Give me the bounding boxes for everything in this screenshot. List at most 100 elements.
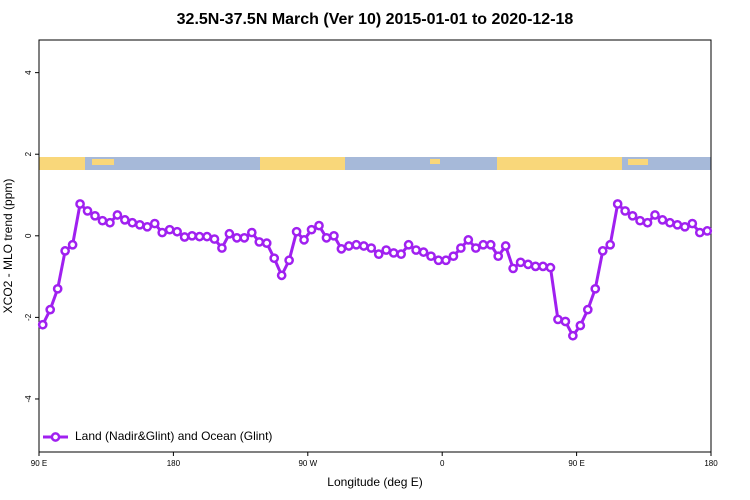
data-point — [194, 231, 205, 242]
data-point — [232, 232, 242, 243]
data-point — [650, 210, 660, 220]
data-point — [485, 239, 496, 250]
data-point — [321, 232, 332, 243]
data-point — [202, 231, 212, 242]
data-point — [149, 218, 160, 229]
data-point — [612, 199, 623, 209]
data-point — [239, 232, 250, 243]
data-point — [702, 226, 713, 236]
data-point — [582, 304, 593, 315]
data-point — [314, 220, 324, 231]
chart-title: 32.5N-37.5N March (Ver 10) 2015-01-01 to… — [177, 11, 574, 28]
legend: Land (Nadir&Glint) and Ocean (Glint) — [43, 429, 272, 443]
data-point — [120, 215, 130, 225]
data-point — [396, 249, 406, 260]
data-point — [620, 206, 630, 216]
data-point — [545, 262, 556, 273]
data-point — [597, 246, 608, 256]
data-point — [209, 234, 220, 244]
data-point — [82, 206, 93, 216]
data-point — [441, 255, 451, 266]
data-point — [164, 224, 175, 235]
data-point — [75, 199, 85, 209]
data-point — [672, 219, 683, 230]
x-tick-label: 90 E — [31, 459, 47, 468]
data-point — [493, 251, 504, 262]
data-point — [448, 251, 459, 262]
data-point — [530, 261, 541, 272]
data-point — [172, 226, 182, 237]
data-point — [187, 230, 197, 241]
data-point — [284, 255, 294, 266]
data-point — [329, 230, 339, 241]
data-point — [358, 241, 369, 251]
data-point — [418, 247, 429, 257]
data-point — [179, 232, 190, 242]
y-tick-label: -2 — [24, 313, 33, 321]
data-point — [291, 226, 302, 237]
data-point — [560, 316, 571, 327]
data-point — [269, 253, 280, 264]
data-point — [411, 245, 421, 255]
data-point — [97, 215, 108, 226]
data-point — [388, 248, 399, 258]
data-point — [635, 215, 645, 226]
data-point — [500, 241, 511, 251]
data-point — [515, 257, 526, 268]
data-point — [680, 221, 690, 232]
x-tick-label: 180 — [704, 459, 718, 468]
map-strip — [39, 157, 711, 170]
data-point — [254, 237, 265, 247]
data-point — [694, 227, 705, 238]
data-point — [605, 239, 616, 250]
data-point — [642, 217, 653, 228]
data-point — [306, 224, 317, 235]
x-tick-label: 180 — [167, 459, 181, 468]
data-point — [112, 210, 123, 220]
data-point — [142, 221, 153, 232]
data-point — [217, 243, 227, 253]
x-tick-label: 90 E — [568, 459, 584, 468]
data-point — [575, 320, 586, 331]
data-point — [568, 330, 578, 341]
data-point — [403, 239, 414, 250]
data-point — [665, 217, 675, 228]
data-point — [470, 243, 481, 253]
data-point — [463, 235, 474, 245]
data-point — [523, 259, 533, 270]
plot-frame — [38, 39, 712, 453]
data-point — [105, 217, 115, 228]
y-tick-label: -4 — [24, 395, 33, 403]
data-point — [351, 239, 362, 250]
data-point — [366, 243, 377, 253]
data-point — [336, 244, 347, 254]
data-point — [276, 270, 287, 281]
data-point — [157, 227, 168, 238]
data-point — [67, 239, 78, 250]
data-point — [60, 246, 70, 256]
data-point — [134, 219, 145, 230]
data-point — [246, 227, 257, 238]
x-tick-label: 0 — [440, 459, 445, 468]
legend-label: Land (Nadir&Glint) and Ocean (Glint) — [75, 429, 272, 443]
data-point — [426, 251, 436, 262]
data-point — [344, 241, 354, 251]
data-point — [538, 261, 548, 272]
y-tick-label: 2 — [24, 151, 33, 156]
data-point — [45, 304, 56, 315]
data-point — [433, 255, 444, 266]
data-point — [261, 238, 272, 248]
x-tick-label: 90 W — [298, 459, 317, 468]
data-point — [224, 228, 235, 239]
data-point — [52, 283, 63, 294]
y-tick-label: 0 — [24, 233, 33, 238]
data-point — [590, 283, 601, 294]
data-point — [127, 217, 138, 228]
y-axis-label: XCO2 - MLO trend (ppm) — [1, 179, 15, 314]
data-point — [478, 239, 489, 250]
data-point — [373, 249, 384, 260]
data-point — [687, 218, 698, 229]
data-point — [627, 210, 638, 221]
data-point — [553, 314, 563, 325]
